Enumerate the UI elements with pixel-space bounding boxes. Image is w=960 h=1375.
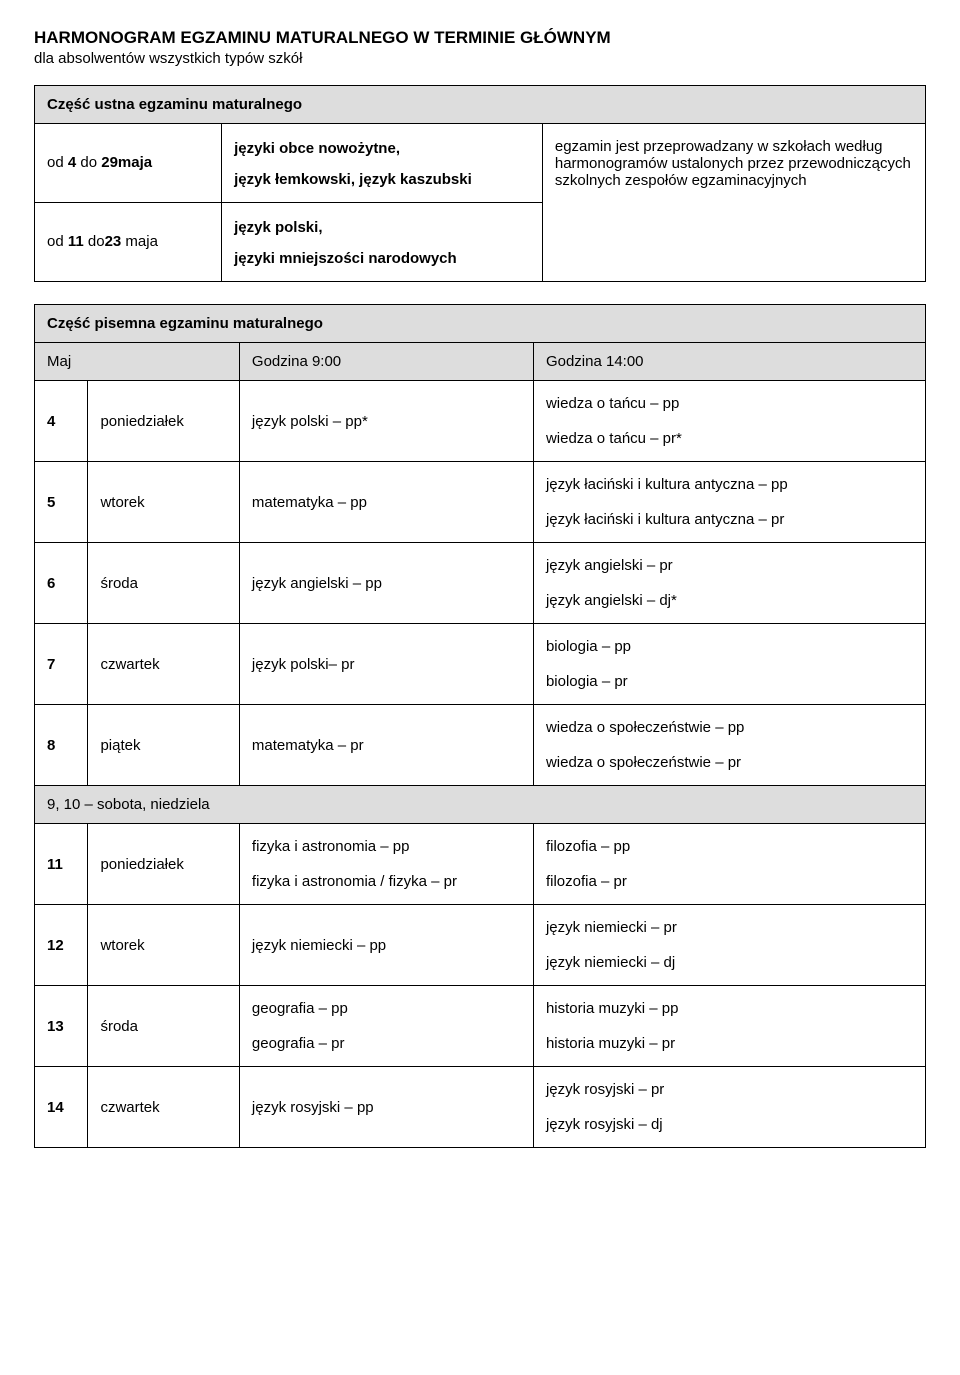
day-number: 13 [35,986,88,1067]
page-title: HARMONOGRAM EGZAMINU MATURALNEGO W TERMI… [34,28,926,48]
day-number: 7 [35,624,88,705]
exam-14: biologia – ppbiologia – pr [533,624,925,705]
exam-14: język angielski – prjęzyk angielski – dj… [533,543,925,624]
exam-9: język niemiecki – pp [239,905,533,986]
day-number: 8 [35,705,88,786]
day-name: wtorek [88,905,239,986]
oral-subjects-1: języki obce nowożytne, język łemkowski, … [222,124,543,203]
day-number: 6 [35,543,88,624]
exam-9: geografia – ppgeografia – pr [239,986,533,1067]
page-subtitle: dla absolwentów wszystkich typów szkół [34,50,926,67]
exam-14: historia muzyki – pp historia muzyki – p… [533,986,925,1067]
oral-period-1: od 4 do 29maja [35,124,222,203]
day-name: wtorek [88,462,239,543]
exam-14: język rosyjski – prjęzyk rosyjski – dj [533,1067,925,1148]
day-name: piątek [88,705,239,786]
exam-9: matematyka – pr [239,705,533,786]
oral-section-header: Część ustna egzaminu maturalnego [35,86,926,124]
day-number: 12 [35,905,88,986]
day-name: poniedziałek [88,824,239,905]
col-month: Maj [35,343,240,381]
day-number: 5 [35,462,88,543]
exam-9: język polski– pr [239,624,533,705]
day-number: 4 [35,381,88,462]
col-time-9: Godzina 9:00 [239,343,533,381]
exam-14: wiedza o społeczeństwie – ppwiedza o spo… [533,705,925,786]
oral-exam-table: Część ustna egzaminu maturalnego od 4 do… [34,85,926,282]
exam-9: język rosyjski – pp [239,1067,533,1148]
day-name: środa [88,986,239,1067]
written-exam-table: Część pisemna egzaminu maturalnego Maj G… [34,304,926,1148]
exam-9: fizyka i astronomia – ppfizyka i astrono… [239,824,533,905]
exam-14: wiedza o tańcu – ppwiedza o tańcu – pr* [533,381,925,462]
exam-14: język niemiecki – prjęzyk niemiecki – dj [533,905,925,986]
day-number: 14 [35,1067,88,1148]
exam-14: filozofia – ppfilozofia – pr [533,824,925,905]
exam-14: język łaciński i kultura antyczna – ppję… [533,462,925,543]
day-name: czwartek [88,1067,239,1148]
oral-note: egzamin jest przeprowadzany w szkołach w… [542,124,925,282]
exam-9: matematyka – pp [239,462,533,543]
written-section-header: Część pisemna egzaminu maturalnego [35,305,926,343]
exam-9: język angielski – pp [239,543,533,624]
exam-9: język polski – pp* [239,381,533,462]
oral-period-2: od 11 do23 maja [35,203,222,282]
col-time-14: Godzina 14:00 [533,343,925,381]
day-name: czwartek [88,624,239,705]
oral-subjects-2: język polski, języki mniejszości narodow… [222,203,543,282]
day-name: poniedziałek [88,381,239,462]
day-name: środa [88,543,239,624]
weekend-row: 9, 10 – sobota, niedziela [35,786,926,824]
day-number: 11 [35,824,88,905]
